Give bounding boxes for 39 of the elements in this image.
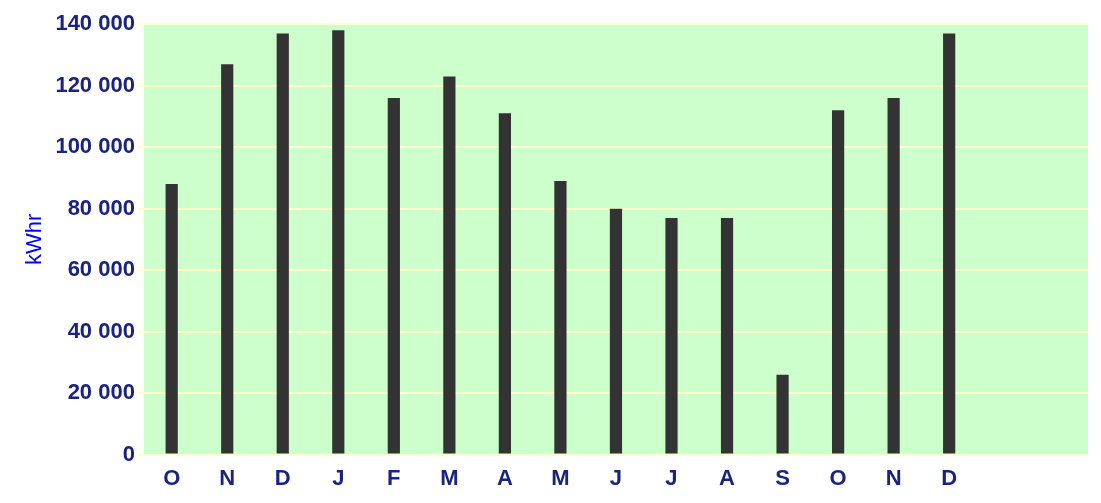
x-tick-label: M xyxy=(551,464,570,490)
x-tick-label: O xyxy=(829,464,847,490)
bar xyxy=(776,374,789,454)
x-tick-label: S xyxy=(775,464,790,490)
y-tick-label: 60 000 xyxy=(67,256,135,282)
bar xyxy=(165,184,178,454)
y-tick-label: 140 000 xyxy=(55,10,135,36)
y-tick-label: 120 000 xyxy=(55,71,135,97)
bar xyxy=(887,97,900,454)
y-tick-label: 20 000 xyxy=(67,379,135,405)
x-tick-label: J xyxy=(665,464,678,490)
y-tick-label: 40 000 xyxy=(67,317,135,343)
bar xyxy=(221,64,234,454)
bar xyxy=(720,217,734,454)
bar xyxy=(943,33,956,454)
x-tick-label: A xyxy=(496,464,513,490)
x-tick-label: D xyxy=(274,464,291,490)
x-tick-label: D xyxy=(941,464,958,490)
x-tick-label: J xyxy=(332,464,345,490)
x-tick-label: M xyxy=(440,464,459,490)
bar xyxy=(665,217,678,454)
bar xyxy=(609,208,623,454)
x-tick-label: A xyxy=(719,464,736,490)
x-tick-label: J xyxy=(609,464,623,490)
x-tick-label: N xyxy=(219,464,236,490)
y-tick-label: 100 000 xyxy=(55,133,135,159)
y-axis-title: kWhr xyxy=(21,213,47,266)
bar xyxy=(387,97,400,454)
x-tick-label: O xyxy=(163,464,181,490)
bar xyxy=(498,113,511,454)
bar xyxy=(276,33,289,454)
y-tick-label: 0 xyxy=(122,440,135,466)
bar xyxy=(443,76,456,454)
bar xyxy=(831,110,845,454)
x-tick-label: F xyxy=(387,464,401,490)
bar xyxy=(554,180,567,454)
y-tick-label: 80 000 xyxy=(67,194,135,220)
x-tick-label: N xyxy=(885,464,902,490)
bar xyxy=(332,30,345,454)
